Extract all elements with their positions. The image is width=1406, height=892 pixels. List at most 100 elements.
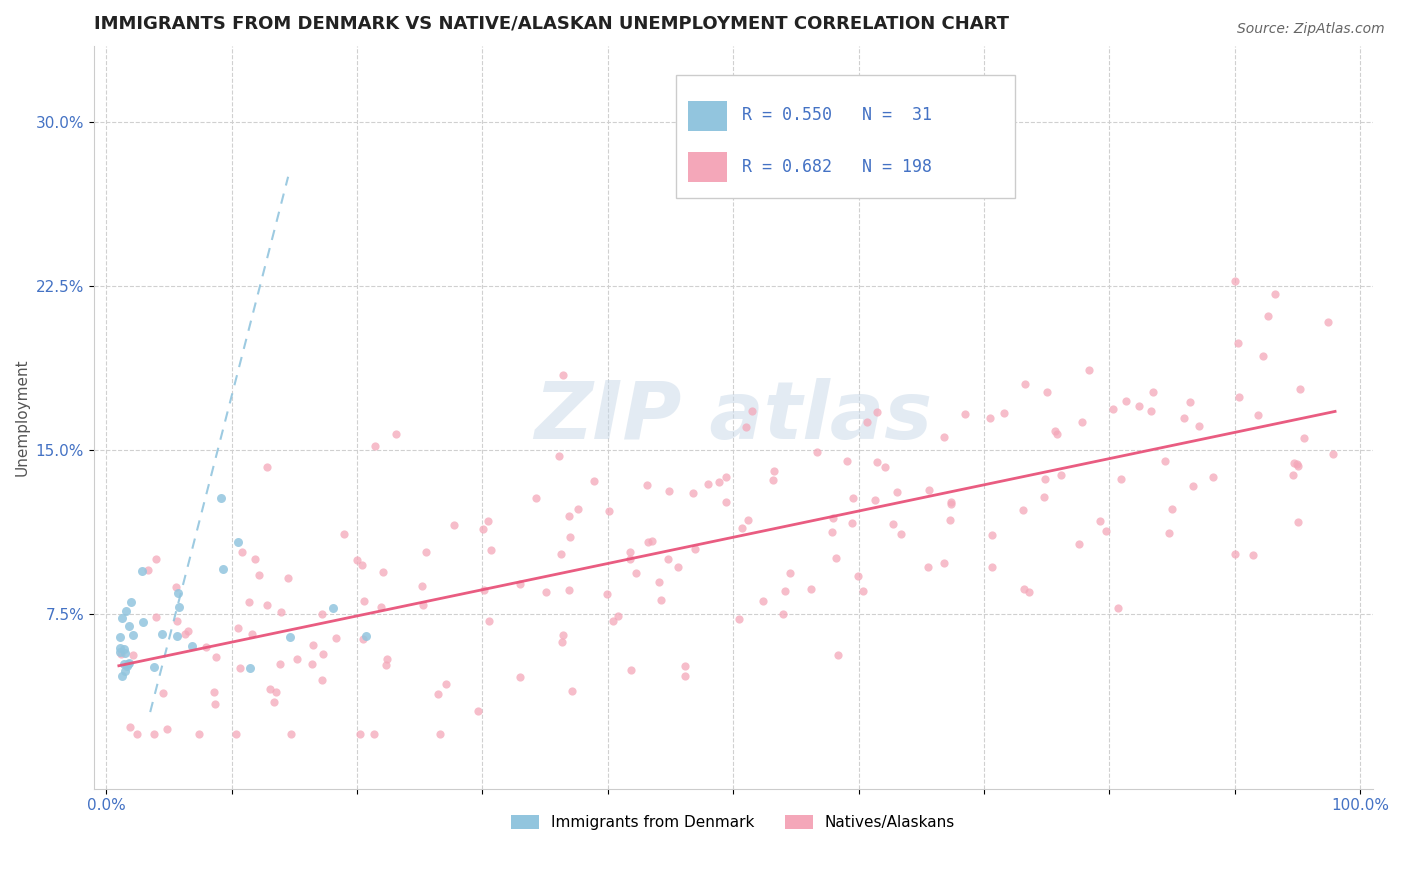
Point [917, 560, 939, 574]
Point [735, 420, 758, 434]
Point [240, 627, 263, 641]
Point [1241, 548, 1264, 562]
Point [259, 682, 281, 697]
Text: R = 0.550   N =  31: R = 0.550 N = 31 [742, 106, 932, 124]
Point [478, 614, 501, 628]
Point [1225, 274, 1247, 288]
Point [1160, 502, 1182, 516]
Point [825, 551, 848, 566]
Point [167, 586, 190, 600]
Point [550, 547, 572, 561]
Point [226, 621, 249, 635]
Point [152, 686, 174, 700]
Point [108, 640, 131, 655]
Point [132, 615, 155, 629]
Point [1014, 582, 1036, 596]
Point [145, 552, 167, 566]
Point [619, 545, 641, 559]
Y-axis label: Unemployment: Unemployment [15, 359, 30, 476]
Point [108, 630, 131, 644]
Point [143, 727, 166, 741]
Point [547, 449, 569, 463]
Point [682, 486, 704, 500]
Point [228, 660, 250, 674]
Point [1128, 399, 1150, 413]
Point [846, 569, 869, 583]
Point [301, 657, 323, 671]
Point [165, 581, 187, 595]
Point [716, 495, 738, 509]
Point [269, 657, 291, 671]
Point [752, 594, 775, 608]
Point [650, 593, 672, 607]
Point [772, 607, 794, 622]
Point [856, 415, 879, 429]
Point [762, 473, 785, 487]
Text: Source: ZipAtlas.com: Source: ZipAtlas.com [1237, 22, 1385, 37]
Text: ZIP atlas: ZIP atlas [534, 378, 932, 456]
Point [415, 545, 437, 559]
Point [773, 584, 796, 599]
Point [204, 650, 226, 665]
Point [980, 560, 1002, 574]
Point [561, 684, 583, 698]
Point [619, 551, 641, 566]
Point [349, 727, 371, 741]
Point [332, 527, 354, 541]
Point [180, 639, 202, 653]
Point [353, 594, 375, 608]
Legend: Immigrants from Denmark, Natives/Alaskans: Immigrants from Denmark, Natives/Alaskan… [505, 809, 962, 837]
Point [471, 522, 494, 536]
Point [737, 513, 759, 527]
Point [980, 528, 1002, 542]
Point [938, 513, 960, 527]
Point [1227, 390, 1250, 404]
Point [354, 629, 377, 643]
Point [1285, 457, 1308, 471]
Point [1012, 502, 1035, 516]
Point [1033, 472, 1056, 486]
Point [741, 403, 763, 417]
Point [243, 552, 266, 566]
Point [231, 545, 253, 559]
Point [1014, 377, 1036, 392]
Point [277, 571, 299, 585]
Point [917, 483, 939, 498]
Point [866, 404, 889, 418]
Point [939, 495, 962, 509]
FancyBboxPatch shape [676, 76, 1015, 198]
Point [118, 619, 141, 633]
Point [263, 695, 285, 709]
Point [1288, 382, 1310, 396]
Point [1107, 601, 1129, 615]
Point [352, 558, 374, 572]
Point [136, 563, 159, 577]
Point [598, 504, 620, 518]
Point [1246, 409, 1268, 423]
Point [322, 600, 344, 615]
Point [1182, 479, 1205, 493]
Point [827, 648, 849, 663]
Point [806, 445, 828, 459]
Point [247, 568, 270, 582]
Point [256, 460, 278, 475]
Point [188, 727, 211, 741]
Point [117, 657, 139, 671]
Point [1286, 515, 1309, 529]
Point [1202, 470, 1225, 484]
Point [567, 501, 589, 516]
Text: R = 0.682   N = 198: R = 0.682 N = 198 [742, 158, 932, 176]
Point [166, 614, 188, 628]
Point [467, 704, 489, 718]
Point [932, 557, 955, 571]
Point [863, 492, 886, 507]
Point [979, 411, 1001, 425]
Point [111, 669, 134, 683]
Point [1153, 454, 1175, 468]
Point [932, 430, 955, 444]
Point [1140, 403, 1163, 417]
Point [112, 657, 135, 671]
Point [673, 669, 696, 683]
Point [1294, 432, 1316, 446]
Point [1286, 458, 1309, 473]
